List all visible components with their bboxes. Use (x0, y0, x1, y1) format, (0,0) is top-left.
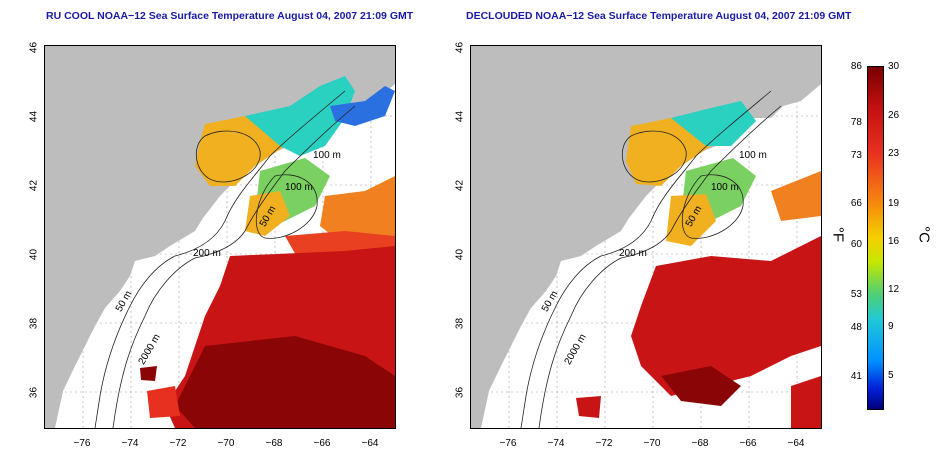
colorbar-f-tick: 78 (850, 117, 862, 128)
x-tick-label: −64 (361, 438, 379, 449)
contour-label: 100 m (285, 182, 313, 193)
contour-label: 100 m (711, 182, 739, 193)
y-tick-label: 42 (28, 179, 40, 192)
colorbar-f-tick: 53 (850, 289, 862, 300)
x-tick-label: −76 (73, 438, 91, 449)
colorbar-c-tick: 19 (888, 198, 900, 209)
x-tick-label: −74 (547, 438, 565, 449)
left-map-title: RU COOL NOAA−12 Sea Surface Temperature … (46, 10, 414, 22)
x-tick-label: −70 (217, 438, 235, 449)
y-tick-label: 44 (454, 110, 466, 123)
bathymetry-contours (94, 90, 356, 428)
y-tick-label: 36 (454, 386, 466, 399)
contour-label: 200 m (619, 248, 647, 259)
x-tick-label: −76 (499, 438, 517, 449)
y-tick-label: 46 (454, 41, 466, 54)
contour-label: 100 m (739, 150, 767, 161)
x-tick-label: −64 (787, 438, 805, 449)
colorbar-c-tick: 12 (888, 284, 900, 295)
contour-label: 200 m (193, 248, 221, 259)
colorbar-c-tick: 9 (888, 321, 894, 332)
land-mass (471, 46, 821, 428)
colorbar-c-tick: 30 (888, 61, 900, 72)
colorbar-c-tick: 23 (888, 148, 900, 159)
colorbar-f-tick: 60 (850, 239, 862, 250)
x-tick-label: −70 (643, 438, 661, 449)
x-tick-label: −72 (595, 438, 613, 449)
x-tick-label: −68 (691, 438, 709, 449)
colorbar-unit-f: °F (829, 226, 847, 243)
land-mass (45, 46, 395, 428)
temperature-colorbar (867, 66, 884, 410)
colorbar-c-tick: 26 (888, 110, 900, 121)
y-tick-label: 40 (28, 248, 40, 261)
colorbar-f-tick: 66 (850, 198, 862, 209)
y-tick-label: 44 (28, 110, 40, 123)
y-tick-label: 38 (28, 317, 40, 330)
colorbar-f-tick: 41 (850, 371, 862, 382)
right-map-title: DECLOUDED NOAA−12 Sea Surface Temperatur… (466, 10, 852, 22)
x-tick-label: −72 (169, 438, 187, 449)
bathymetry-contours (520, 90, 782, 428)
x-tick-label: −66 (739, 438, 757, 449)
right-sst-map: 100 m 100 m 50 m 200 m 50 m 2000 m (470, 45, 822, 429)
colorbar-c-tick: 5 (888, 370, 894, 381)
sst-gulf-of-maine (195, 116, 285, 186)
colorbar-f-tick: 86 (850, 61, 862, 72)
contour-label: 100 m (313, 150, 341, 161)
colorbar-unit-c: °C (915, 226, 933, 243)
colorbar-f-tick: 73 (850, 150, 862, 161)
left-map-graphic (45, 46, 395, 428)
left-sst-map: 100 m 100 m 50 m 200 m 50 m 2000 m (44, 45, 396, 429)
sst-gulf-of-maine (626, 118, 711, 186)
x-tick-label: −68 (265, 438, 283, 449)
y-tick-label: 42 (454, 179, 466, 192)
x-tick-label: −74 (121, 438, 139, 449)
y-tick-label: 38 (454, 317, 466, 330)
y-tick-label: 40 (454, 248, 466, 261)
y-tick-label: 36 (28, 386, 40, 399)
colorbar-f-tick: 48 (850, 322, 862, 333)
right-map-graphic (471, 46, 821, 428)
y-tick-label: 46 (28, 41, 40, 54)
x-tick-label: −66 (313, 438, 331, 449)
sst-warm-water (631, 236, 821, 396)
colorbar-c-tick: 16 (888, 236, 900, 247)
